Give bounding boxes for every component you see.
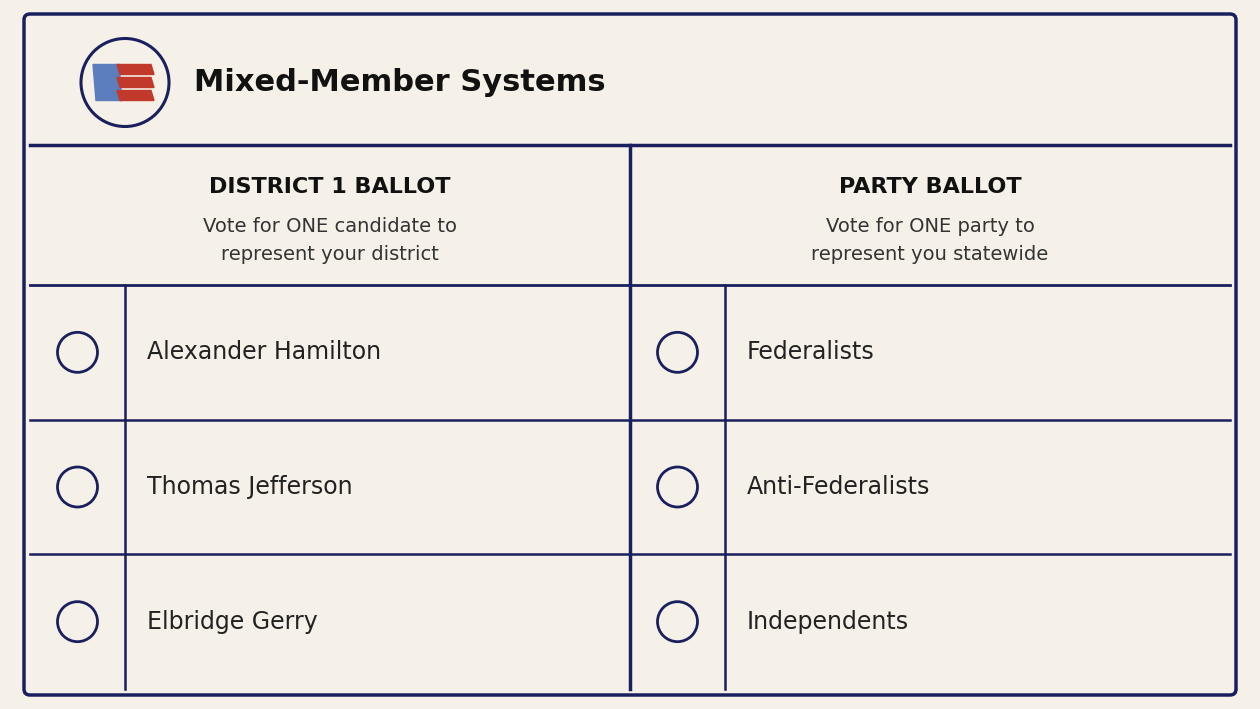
Text: Alexander Hamilton: Alexander Hamilton	[147, 340, 381, 364]
Text: Elbridge Gerry: Elbridge Gerry	[147, 610, 318, 634]
Text: Thomas Jefferson: Thomas Jefferson	[147, 475, 353, 499]
Polygon shape	[117, 91, 154, 101]
Text: DISTRICT 1 BALLOT: DISTRICT 1 BALLOT	[209, 177, 451, 197]
Polygon shape	[117, 77, 154, 87]
FancyBboxPatch shape	[24, 14, 1236, 695]
Text: Anti-Federalists: Anti-Federalists	[747, 475, 930, 499]
Text: Vote for ONE candidate to
represent your district: Vote for ONE candidate to represent your…	[203, 218, 457, 264]
Text: Vote for ONE party to
represent you statewide: Vote for ONE party to represent you stat…	[811, 218, 1048, 264]
Text: Mixed-Member Systems: Mixed-Member Systems	[194, 68, 606, 97]
Polygon shape	[93, 65, 122, 101]
Text: Independents: Independents	[747, 610, 910, 634]
Polygon shape	[117, 65, 154, 74]
Text: Federalists: Federalists	[747, 340, 874, 364]
Text: PARTY BALLOT: PARTY BALLOT	[839, 177, 1022, 197]
